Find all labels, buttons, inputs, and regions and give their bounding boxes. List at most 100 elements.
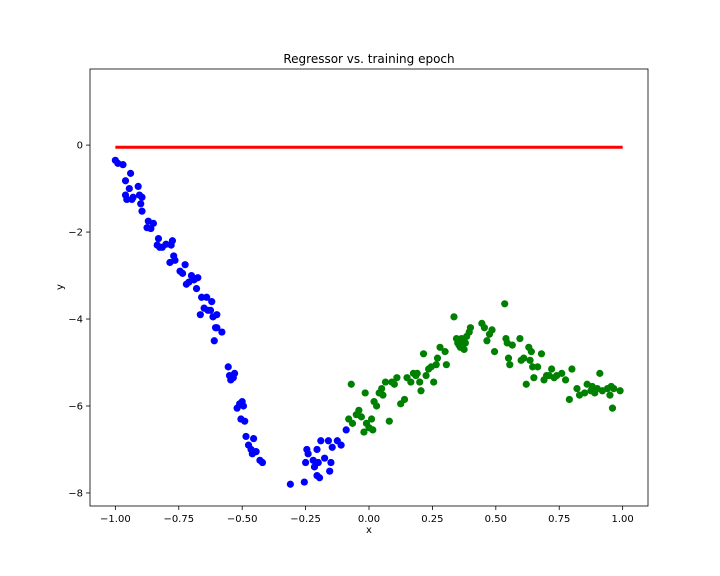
- scatter-point-series-0: [230, 369, 239, 377]
- scatter-point-series-0: [134, 182, 142, 190]
- scatter-point-series-0: [210, 337, 218, 345]
- scatter-point-series-1: [573, 385, 581, 393]
- scatter-point-series-1: [413, 369, 421, 377]
- scatter-point-series-1: [355, 406, 363, 414]
- scatter-point-series-0: [250, 435, 258, 443]
- y-tick-label: −8: [68, 488, 83, 499]
- scatter-point-series-0: [258, 458, 267, 467]
- scatter-point-series-1: [522, 380, 530, 388]
- scatter-point-series-1: [526, 356, 534, 364]
- scatter-point-series-1: [565, 395, 573, 404]
- x-tick-label: 0.00: [358, 514, 380, 525]
- scatter-point-series-0: [206, 306, 215, 314]
- scatter-point-series-0: [252, 448, 260, 456]
- scatter-point-series-1: [441, 348, 449, 356]
- x-tick-label: −0.50: [227, 514, 258, 525]
- scatter-point-series-1: [442, 361, 450, 369]
- scatter-point-series-0: [149, 219, 158, 227]
- scatter-point-series-0: [317, 437, 325, 445]
- scatter-point-series-1: [480, 324, 488, 332]
- scatter-point-series-0: [213, 311, 221, 319]
- scatter-point-series-0: [286, 480, 294, 488]
- scatter-point-series-1: [348, 419, 357, 427]
- y-tick-label: −4: [68, 315, 83, 326]
- x-axis-label: x: [366, 525, 372, 536]
- scatter-point-series-1: [508, 341, 516, 349]
- y-tick-label: 0: [77, 141, 83, 152]
- scatter-point-series-0: [218, 328, 226, 336]
- scatter-point-series-1: [537, 350, 546, 358]
- scatter-point-series-1: [361, 389, 369, 397]
- scatter-point-series-0: [342, 426, 350, 434]
- x-tick-label: 0.25: [421, 514, 443, 525]
- scatter-point-series-1: [490, 348, 499, 356]
- scatter-point-series-1: [530, 374, 538, 382]
- scatter-point-series-1: [417, 387, 425, 395]
- scatter-point-series-1: [616, 387, 624, 395]
- scatter-point-series-0: [314, 458, 322, 467]
- scatter-point-series-1: [367, 415, 376, 423]
- scatter-point-series-1: [580, 389, 589, 397]
- scatter-point-series-0: [242, 432, 250, 441]
- x-axis: −1.00 −0.75 −0.50 −0.25 0.00 0.25 0.50 0.75 1.00: [100, 506, 634, 525]
- scatter-point-series-0: [300, 478, 308, 486]
- scatter-point-series-0: [181, 261, 189, 269]
- x-tick-label: 0.75: [548, 514, 570, 525]
- scatter-point-series-1: [360, 428, 368, 436]
- scatter-point-series-1: [400, 395, 409, 404]
- scatter-point-series-1: [568, 365, 576, 373]
- y-tick-label: −6: [68, 401, 83, 412]
- scatter-point-series-1: [378, 385, 386, 393]
- chart-title: Regressor vs. training epoch: [283, 52, 454, 66]
- scatter-point-series-1: [369, 426, 377, 434]
- scatter-point-series-1: [460, 345, 468, 354]
- scatter-point-series-0: [194, 274, 202, 282]
- scatter-point-series-1: [419, 350, 428, 358]
- scatter-point-series-1: [501, 300, 509, 308]
- scatter-point-series-0: [327, 458, 335, 467]
- scatter-point-series-1: [407, 378, 415, 386]
- scatter-point-series-1: [516, 334, 524, 343]
- scatter-point-series-0: [154, 234, 163, 243]
- scatter-point-series-1: [381, 378, 390, 386]
- scatter-point-series-0: [337, 441, 345, 449]
- scatter-point-series-0: [304, 450, 312, 458]
- scatter-point-series-1: [347, 380, 355, 388]
- scatter-point-series-1: [373, 402, 381, 410]
- scatter-point-series-0: [119, 161, 127, 169]
- scatter-point-series-1: [558, 369, 566, 377]
- scatter-point-series-1: [610, 385, 618, 393]
- scatter-point-series-1: [466, 324, 475, 332]
- scatter-point-series-0: [198, 293, 206, 301]
- scatter-point-series-1: [390, 380, 398, 388]
- scatter-point-series-0: [129, 193, 137, 201]
- scatter-point-series-1: [529, 363, 537, 371]
- scatter-point-series-1: [416, 378, 424, 386]
- scatter-point-series-1: [357, 413, 365, 421]
- scatter-point-series-0: [241, 417, 249, 425]
- scatter-point-series-1: [534, 363, 542, 371]
- scatter-point-series-1: [433, 354, 442, 362]
- scatter-point-series-0: [123, 195, 131, 204]
- scatter-point-series-0: [301, 458, 310, 467]
- scatter-point-series-0: [171, 256, 179, 264]
- scatter-point-series-0: [138, 207, 146, 215]
- x-tick-label: −1.00: [100, 514, 131, 525]
- scatter-point-series-0: [125, 184, 133, 193]
- x-tick-label: −0.25: [290, 514, 321, 525]
- scatter-point-series-1: [436, 343, 444, 351]
- scatter-point-series-0: [213, 324, 221, 332]
- scatter-point-series-0: [137, 200, 145, 208]
- scatter-point-series-0: [324, 437, 333, 445]
- scatter-point-series-1: [393, 374, 401, 382]
- scatter-point-series-1: [379, 391, 387, 399]
- scatter-point-series-0: [224, 363, 232, 371]
- y-axis: 0 −2 −4 −6 −8: [68, 141, 90, 499]
- scatter-point-series-0: [315, 474, 324, 482]
- scatter-point-series-1: [461, 339, 469, 347]
- scatter-point-series-1: [596, 369, 604, 377]
- scatter-point-series-1: [385, 417, 393, 425]
- scatter-point-series-1: [606, 391, 614, 399]
- scatter-point-series-1: [520, 354, 528, 362]
